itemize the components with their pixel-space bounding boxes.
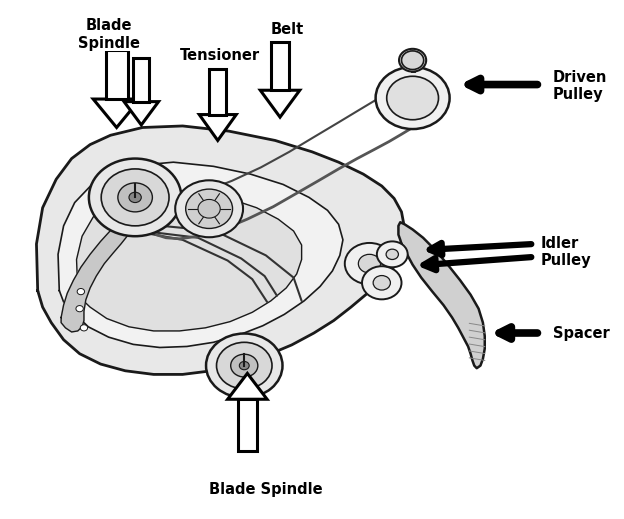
Polygon shape xyxy=(260,90,300,117)
Circle shape xyxy=(186,189,233,228)
Circle shape xyxy=(345,243,394,284)
Polygon shape xyxy=(105,50,128,99)
Text: Driven
Pulley: Driven Pulley xyxy=(553,70,607,102)
Polygon shape xyxy=(61,219,130,332)
Circle shape xyxy=(387,76,439,120)
Polygon shape xyxy=(36,126,404,374)
Circle shape xyxy=(89,159,182,236)
Text: Tensioner: Tensioner xyxy=(180,48,260,63)
Text: Belt: Belt xyxy=(271,22,304,37)
Circle shape xyxy=(129,192,141,202)
Polygon shape xyxy=(134,58,149,102)
Text: Blade Spindle: Blade Spindle xyxy=(209,482,323,497)
Circle shape xyxy=(198,199,220,218)
Text: Spacer: Spacer xyxy=(553,325,610,340)
Polygon shape xyxy=(199,115,236,141)
Circle shape xyxy=(77,289,85,295)
Polygon shape xyxy=(124,102,158,125)
Polygon shape xyxy=(238,399,256,451)
Circle shape xyxy=(118,183,152,212)
Circle shape xyxy=(76,306,84,312)
Polygon shape xyxy=(209,69,227,115)
Polygon shape xyxy=(77,189,301,331)
Circle shape xyxy=(231,354,258,377)
Circle shape xyxy=(217,343,272,389)
Polygon shape xyxy=(93,99,140,128)
Circle shape xyxy=(377,241,407,267)
Polygon shape xyxy=(271,42,290,90)
Circle shape xyxy=(358,254,381,273)
Circle shape xyxy=(175,180,243,237)
Circle shape xyxy=(206,334,283,398)
Circle shape xyxy=(240,361,249,370)
Circle shape xyxy=(101,169,169,226)
Circle shape xyxy=(373,276,391,290)
Circle shape xyxy=(362,266,401,299)
Circle shape xyxy=(399,49,426,72)
Text: Idler
Pulley: Idler Pulley xyxy=(540,236,591,268)
Text: Blade
Spindle: Blade Spindle xyxy=(77,18,140,50)
Circle shape xyxy=(80,325,87,331)
Polygon shape xyxy=(228,373,267,399)
Circle shape xyxy=(386,249,399,260)
Polygon shape xyxy=(399,222,485,368)
Circle shape xyxy=(376,67,450,129)
Circle shape xyxy=(401,51,424,70)
Polygon shape xyxy=(58,162,343,348)
